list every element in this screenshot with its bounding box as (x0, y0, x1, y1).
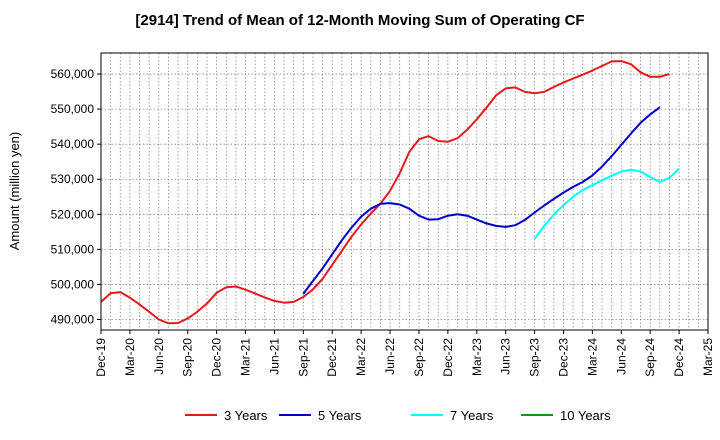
x-tick-label: Mar-25 (701, 338, 715, 376)
x-tick-label: Jun-24 (614, 338, 628, 375)
x-tick-label: Mar-23 (470, 338, 484, 376)
y-tick-label: 500,000 (51, 277, 95, 291)
x-tick-label: Sep-23 (528, 338, 542, 377)
legend-label-7-years: 7 Years (450, 408, 494, 423)
x-tick-label: Dec-19 (94, 338, 108, 377)
x-tick-label: Sep-22 (412, 338, 426, 377)
y-tick-label: 560,000 (51, 67, 95, 81)
y-tick-label: 510,000 (51, 242, 95, 256)
y-tick-label: 520,000 (51, 207, 95, 221)
x-tick-label: Jun-21 (267, 338, 281, 375)
x-tick-label: Dec-23 (556, 338, 570, 377)
x-tick-label: Jun-22 (383, 338, 397, 375)
x-tick-label: Sep-20 (181, 338, 195, 377)
x-tick-label: Mar-20 (123, 338, 137, 376)
x-tick-label: Mar-22 (354, 338, 368, 376)
plot-area (101, 53, 708, 330)
x-axis-ticks: Dec-19 Mar-20 Jun-20 Sep-20 Dec-20 Mar-21 Jun-… (94, 330, 715, 377)
x-tick-label: Jun-20 (152, 338, 166, 375)
x-tick-label: Sep-24 (643, 338, 657, 377)
series-line-3-years (100, 60, 670, 325)
y-tick-label: 540,000 (51, 137, 95, 151)
x-tick-label: Dec-22 (441, 338, 455, 377)
x-tick-label: Jun-23 (499, 338, 513, 375)
grid-lines (101, 53, 708, 330)
x-tick-label: Dec-20 (210, 338, 224, 377)
y-axis-ticks: 490,000 500,000 510,000 520,000 530,000 540,0… (51, 67, 101, 326)
chart-title: [2914] Trend of Mean of 12-Month Moving … (135, 12, 585, 29)
plot-frame (100, 52, 709, 331)
legend: 3 Years 5 Years 7 Years 10 Years (185, 408, 611, 423)
legend-label-3-years: 3 Years (224, 408, 268, 423)
y-axis-label: Amount (million yen) (7, 132, 22, 251)
y-tick-label: 490,000 (51, 312, 95, 326)
x-tick-label: Dec-24 (672, 338, 686, 377)
x-tick-label: Mar-24 (585, 338, 599, 376)
y-tick-label: 530,000 (51, 172, 95, 186)
x-tick-label: Mar-21 (239, 338, 253, 376)
x-tick-label: Dec-21 (325, 338, 339, 377)
x-tick-label: Sep-21 (296, 338, 310, 377)
legend-label-10-years: 10 Years (560, 408, 611, 423)
series-lines (100, 60, 680, 325)
series-line-7-years (533, 167, 680, 240)
series-line-5-years (302, 106, 661, 295)
y-tick-label: 550,000 (51, 102, 95, 116)
legend-label-5-years: 5 Years (318, 408, 362, 423)
